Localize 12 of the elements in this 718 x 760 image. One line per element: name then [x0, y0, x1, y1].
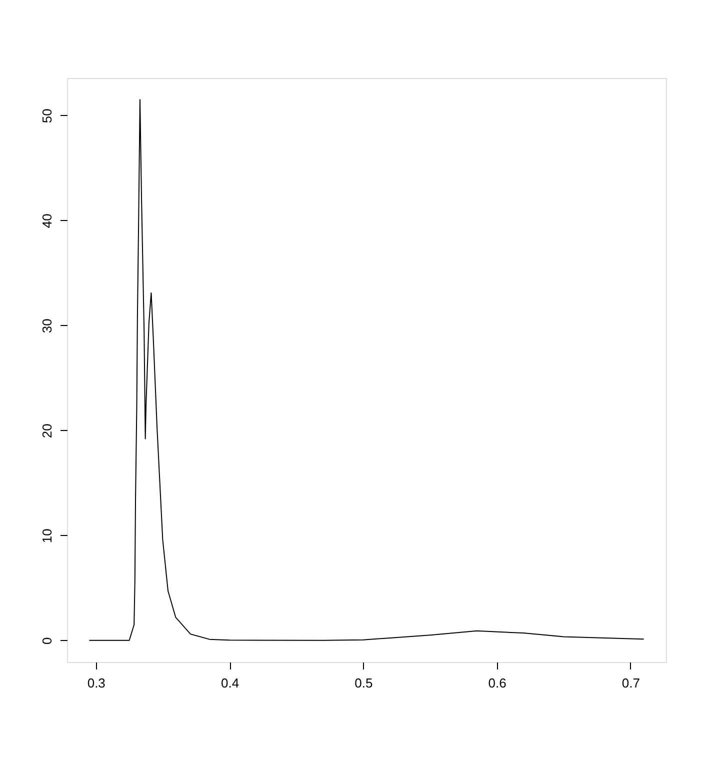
x-tick-label: 0.4 — [220, 676, 240, 690]
y-tick-label: 50 — [40, 108, 54, 124]
x-tick-label: 0.7 — [622, 676, 640, 690]
x-tick-label: 0.5 — [354, 676, 373, 690]
y-tick-label: 40 — [40, 214, 54, 228]
y-tick-label: 30 — [40, 318, 54, 334]
x-tick-label: 0.6 — [488, 676, 506, 690]
y-tick-label: 20 — [40, 424, 54, 438]
y-tick-label: 0 — [40, 637, 54, 644]
y-tick-label: 10 — [40, 528, 54, 544]
x-tick-label: 0.3 — [87, 676, 106, 690]
line-series — [88, 99, 644, 641]
